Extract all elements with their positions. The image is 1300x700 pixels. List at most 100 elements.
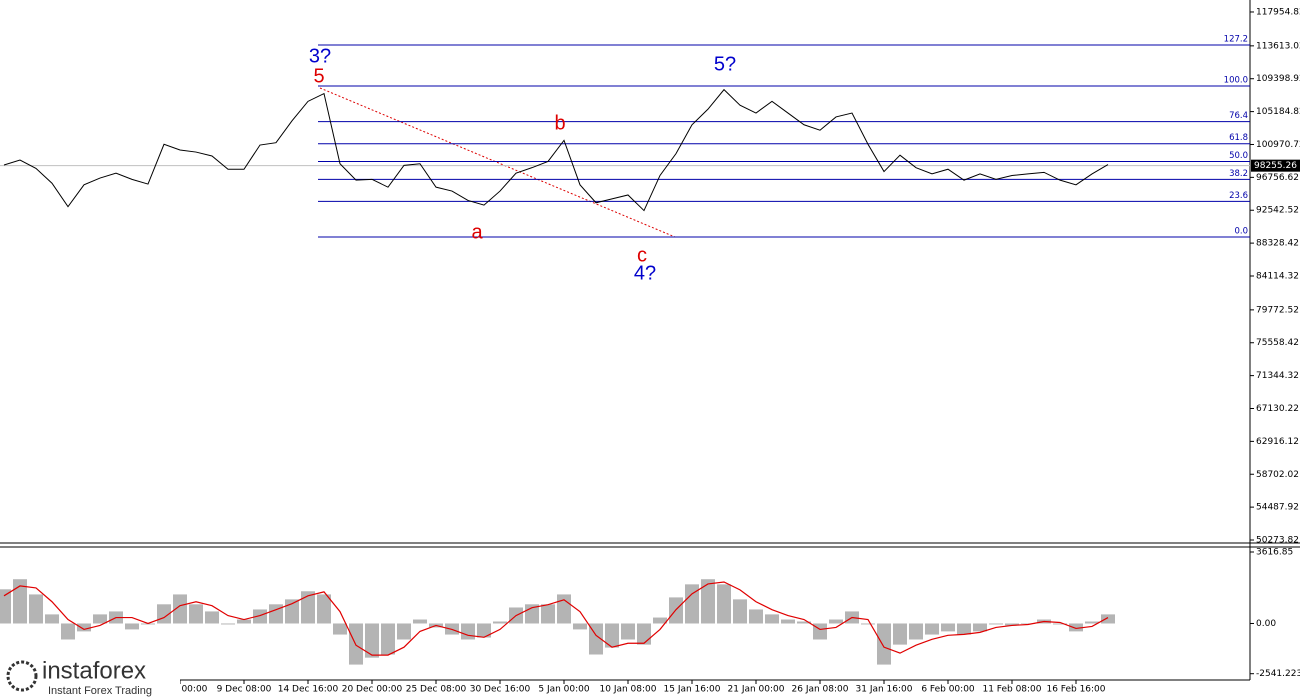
- x-tick-label: 31 Jan 16:00: [856, 685, 913, 695]
- signal-line: [3, 581, 1109, 656]
- y-tick-label: 100970.72: [1256, 140, 1300, 150]
- fib-label: 127.2: [1224, 34, 1248, 44]
- macd-bar: [557, 594, 571, 624]
- macd-bar: [797, 621, 811, 624]
- macd-bar: [1005, 623, 1019, 626]
- macd-bar: [477, 623, 491, 638]
- y-tick-label: 105184.82: [1256, 107, 1300, 117]
- macd-bar: [701, 579, 715, 624]
- macd-bar: [925, 623, 939, 635]
- fib-label: 23.6: [1229, 191, 1248, 201]
- y-tick-label: 0.00: [1256, 619, 1276, 629]
- macd-bar: [1069, 623, 1083, 632]
- logo: instaforex Instant Forex Trading: [0, 655, 180, 700]
- x-tick-label: 20 Dec 00:00: [342, 685, 403, 695]
- y-tick-label: 117954.82: [1256, 7, 1300, 17]
- macd-bar: [301, 591, 315, 624]
- y-tick-label: 50273.82: [1256, 536, 1299, 546]
- macd-bar: [381, 623, 395, 655]
- wave-label: 5: [313, 65, 324, 87]
- macd-bar: [413, 619, 427, 624]
- macd-bar: [941, 623, 955, 632]
- y-tick-label: 71344.32: [1256, 371, 1299, 381]
- macd-bar: [317, 594, 331, 624]
- macd-bar: [989, 623, 1003, 625]
- macd-bar: [909, 623, 923, 640]
- macd-bar: [205, 611, 219, 624]
- x-tick-label: 14 Dec 16:00: [278, 685, 339, 695]
- macd-bar: [653, 617, 667, 624]
- y-tick-label: 75558.42: [1256, 338, 1299, 348]
- macd-bar: [877, 623, 891, 665]
- macd-bar: [189, 604, 203, 624]
- y-tick-label: 92542.52: [1256, 206, 1299, 216]
- y-tick-label: -2541.223: [1256, 669, 1300, 679]
- macd-bar: [749, 609, 763, 624]
- y-tick-label: 54487.92: [1256, 503, 1299, 513]
- macd-bar: [397, 623, 411, 640]
- logo-name: instaforex: [42, 657, 146, 684]
- macd-bar: [973, 623, 987, 632]
- macd-bar: [493, 621, 507, 624]
- wave-label: c: [637, 244, 647, 266]
- macd-bar: [365, 623, 379, 658]
- macd-bar: [765, 614, 779, 624]
- trend-line: [319, 87, 676, 238]
- fib-label: 0.0: [1234, 227, 1248, 237]
- macd-bar: [253, 609, 267, 624]
- macd-bar: [13, 579, 27, 624]
- macd-bar: [125, 623, 139, 630]
- macd-bar: [0, 589, 11, 624]
- x-tick-label: 9 Dec 08:00: [217, 685, 272, 695]
- x-tick-label: 30 Dec 16:00: [470, 685, 531, 695]
- macd-bar: [1053, 623, 1067, 625]
- y-tick-label: 84114.32: [1256, 271, 1299, 281]
- price-line: [3, 88, 1109, 212]
- macd-bar: [461, 623, 475, 640]
- macd-bar: [605, 623, 619, 648]
- macd-bar: [269, 604, 283, 624]
- macd-bar: [893, 623, 907, 645]
- macd-bar: [957, 623, 971, 635]
- y-tick-label: 79772.52: [1256, 305, 1299, 315]
- macd-bar: [1101, 614, 1115, 624]
- y-tick-label: 67130.22: [1256, 404, 1299, 414]
- x-tick-label: 4 Dec 00:00: [153, 685, 208, 695]
- macd-bar: [717, 584, 731, 624]
- macd-bar: [173, 594, 187, 624]
- y-tick-label: 3616.85: [1256, 548, 1293, 558]
- logo-icon: [6, 660, 38, 692]
- macd-bar: [541, 604, 555, 624]
- y-tick-label: 62916.12: [1256, 437, 1299, 447]
- fib-label: 61.8: [1229, 133, 1248, 143]
- macd-bar: [61, 623, 75, 640]
- y-tick-label: 113613.02: [1256, 41, 1300, 51]
- macd-bar: [221, 623, 235, 625]
- fib-label: 50.0: [1229, 151, 1248, 161]
- fib-label: 100.0: [1224, 76, 1248, 86]
- macd-bar: [861, 623, 875, 625]
- macd-bar: [733, 599, 747, 624]
- macd-bar: [829, 619, 843, 624]
- logo-tagline: Instant Forex Trading: [48, 685, 152, 697]
- x-tick-label: 26 Jan 08:00: [792, 685, 849, 695]
- macd-bar: [1085, 621, 1099, 624]
- x-tick-label: 11 Feb 08:00: [982, 685, 1041, 695]
- x-tick-label: 5 Jan 00:00: [538, 685, 590, 695]
- macd-bar: [333, 623, 347, 635]
- x-tick-label: 16 Feb 16:00: [1046, 685, 1105, 695]
- y-tick-label: 109398.92: [1256, 74, 1300, 84]
- macd-bar: [237, 619, 251, 624]
- macd-bar: [29, 594, 43, 624]
- macd-bar: [573, 623, 587, 630]
- macd-bar: [285, 599, 299, 624]
- macd-bar: [781, 619, 795, 624]
- macd-bar: [637, 623, 651, 645]
- macd-bar: [589, 623, 603, 655]
- x-tick-label: 6 Feb 00:00: [921, 685, 975, 695]
- macd-bar: [77, 623, 91, 632]
- wave-label: 3?: [309, 45, 331, 67]
- wave-label: 4?: [634, 262, 656, 284]
- macd-bar: [685, 584, 699, 624]
